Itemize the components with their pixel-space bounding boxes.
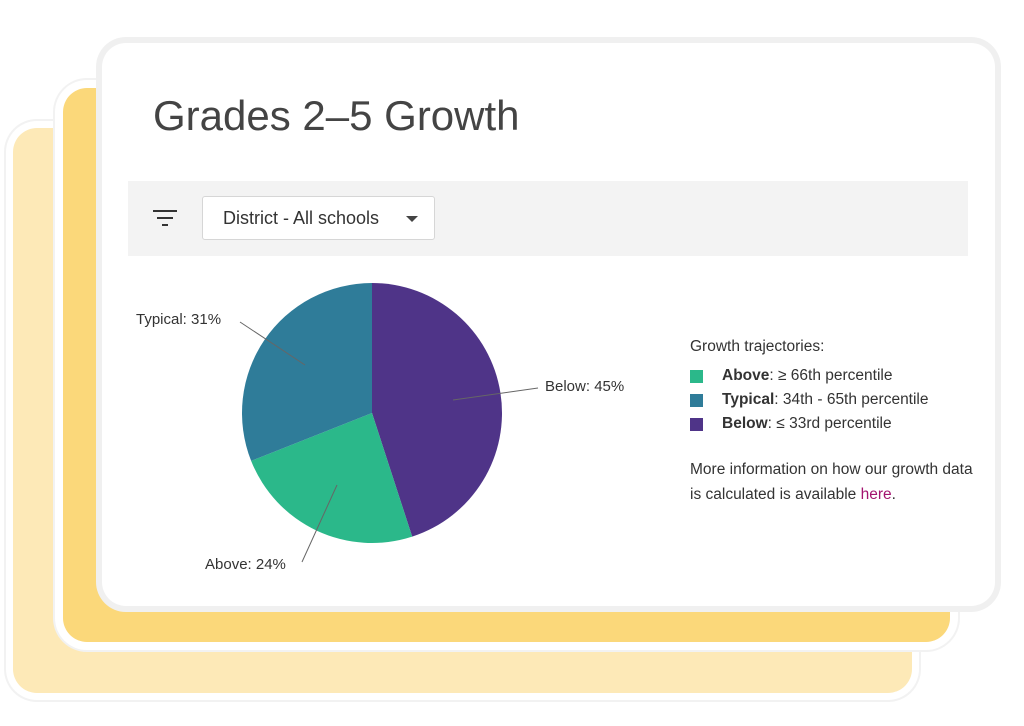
filter-icon[interactable]: [153, 209, 177, 227]
pie-slice-typical: [242, 282, 372, 461]
info-end: .: [891, 486, 896, 503]
growth-card: [102, 43, 995, 606]
dropdown-value: District - All schools: [223, 208, 380, 228]
leader-line-typical: [239, 321, 306, 366]
legend-item-above: Above: ≥ 66th percentile: [690, 364, 929, 388]
swatch-above: [690, 369, 703, 383]
legend-text: : ≤ 33rd percentile: [767, 415, 892, 432]
legend-heading: Growth trajectories:: [690, 338, 825, 355]
school-dropdown[interactable]: District - All schools: [202, 196, 435, 240]
leader-line-above: [301, 484, 338, 563]
swatch-below: [690, 417, 703, 431]
pie-slice-above: [251, 413, 413, 543]
info-link[interactable]: here: [860, 486, 892, 503]
caret-down-icon: [406, 216, 418, 222]
legend: Growth trajectories: Above: ≥ 66th perce…: [690, 338, 929, 436]
slice-label-typical: Typical: 31%: [136, 311, 221, 328]
legend-text: : ≥ 66th percentile: [769, 367, 893, 384]
info-body: More information on how our growth data …: [690, 461, 973, 503]
legend-text: : 34th - 65th percentile: [774, 391, 929, 408]
legend-item-typical: Typical: 34th - 65th percentile: [690, 388, 929, 412]
legend-key: Below: [722, 415, 768, 432]
legend-item-below: Below: ≤ 33rd percentile: [690, 412, 929, 436]
legend-key: Typical: [722, 391, 775, 408]
info-text: More information on how our growth data …: [690, 457, 980, 507]
page-title: Grades 2–5 Growth: [153, 92, 520, 139]
slice-label-below: Below: 45%: [545, 378, 624, 395]
legend-key: Above: [722, 367, 770, 384]
pie-slice-below: [372, 283, 502, 537]
leader-line-below: [452, 387, 539, 401]
swatch-typical: [690, 393, 703, 407]
slice-label-above: Above: 24%: [205, 556, 286, 573]
